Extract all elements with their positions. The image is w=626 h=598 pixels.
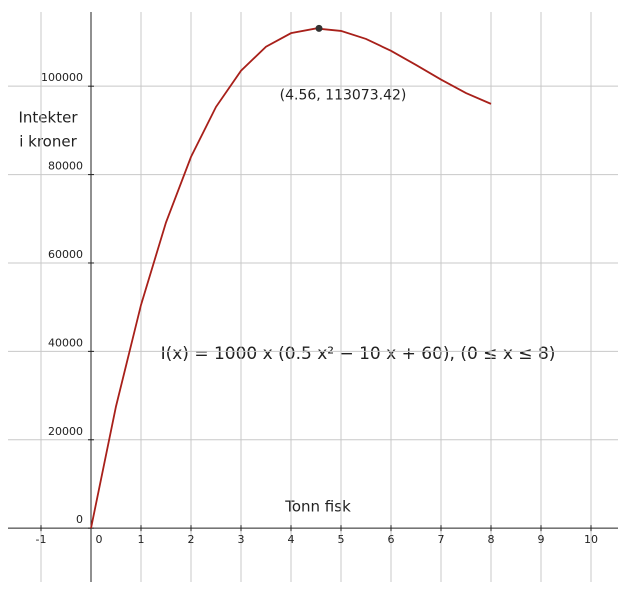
formula: I(x) = 1000 x (0.5 x² − 10 x + 60), (0 ≤… (161, 344, 556, 364)
x-tick-label: 6 (388, 533, 395, 546)
x-tick-label: 8 (488, 533, 495, 546)
y-tick-label: 60000 (48, 248, 83, 261)
x-axis-label: Tonn fisk (284, 498, 351, 516)
x-tick-label: 4 (288, 533, 295, 546)
x-tick-label: 2 (188, 533, 195, 546)
curve (90, 27, 492, 529)
y-axis-label: Intekter (18, 109, 78, 127)
x-tick-label: 10 (584, 533, 598, 546)
y-axis-label: i kroner (19, 133, 77, 151)
x-tick-label: 5 (338, 533, 345, 546)
y-tick-label: 20000 (48, 425, 83, 438)
point-label: (4.56, 113073.42) (280, 87, 407, 103)
x-tick-label: 9 (538, 533, 545, 546)
y-tick-label: 0 (76, 513, 83, 526)
y-tick-label: 40000 (48, 336, 83, 349)
x-tick-label: 1 (138, 533, 145, 546)
x-tick-label: 7 (438, 533, 445, 546)
y-tick-label: 100000 (41, 71, 83, 84)
y-tick-label: 80000 (48, 160, 83, 173)
x-tick-label: 0 (96, 533, 103, 546)
max-point (315, 24, 323, 32)
x-tick-label: -1 (36, 533, 47, 546)
x-tick-label: 3 (238, 533, 245, 546)
